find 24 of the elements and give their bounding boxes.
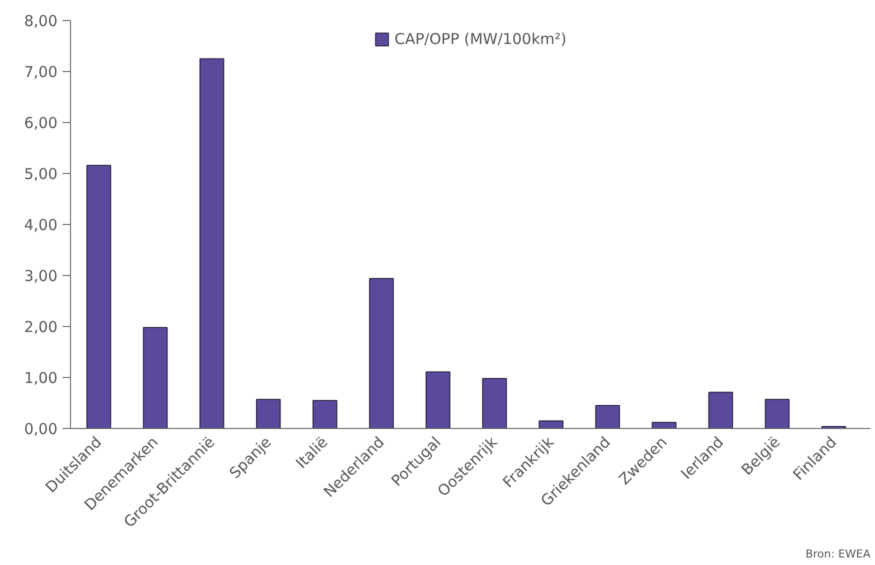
bar [369, 278, 394, 428]
bar [256, 398, 281, 428]
y-tick-label: 5,00 [24, 165, 58, 183]
legend-label: CAP/OPP (MW/100km²) [394, 30, 566, 48]
bar [595, 405, 620, 428]
bar [312, 400, 338, 428]
y-tick-label: 3,00 [24, 267, 58, 285]
bar [538, 420, 564, 428]
bar [142, 327, 168, 428]
y-tick-label: 8,00 [24, 12, 58, 30]
bar [199, 58, 224, 428]
bar [652, 422, 677, 428]
text: Bron: EWEA [805, 548, 871, 560]
y-tick-label: 4,00 [24, 216, 58, 234]
y-tick-label: 2,00 [24, 318, 58, 336]
bar [708, 392, 734, 428]
bar [482, 378, 507, 428]
y-tick-label: 6,00 [24, 114, 58, 132]
y-tick-label: 0,00 [24, 420, 58, 438]
y-tick-label: 1,00 [24, 369, 58, 387]
y-tick-label: 7,00 [24, 63, 58, 81]
bar [764, 398, 790, 428]
bar [86, 164, 112, 428]
bar [426, 371, 450, 428]
